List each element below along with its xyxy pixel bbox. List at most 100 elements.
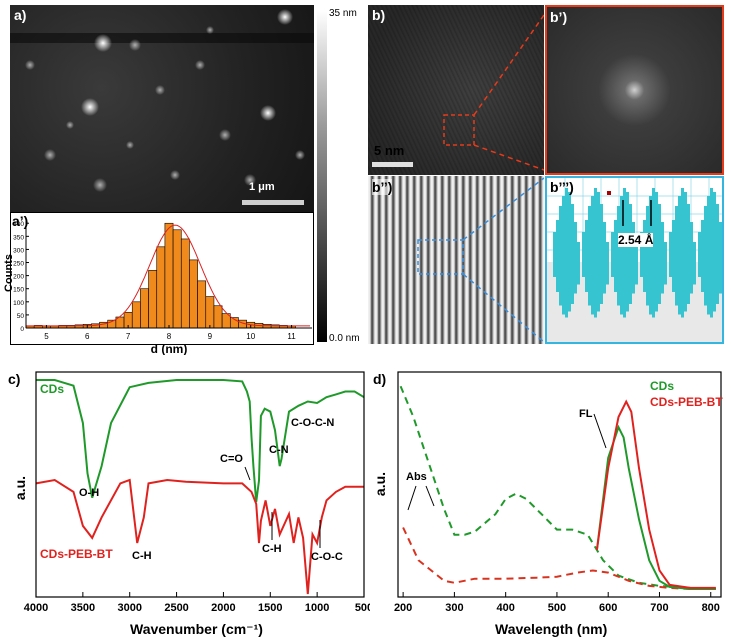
ftir-ann-oh: O-H [79, 487, 100, 499]
profile-bar-down [620, 262, 623, 315]
profile-bar-down [664, 262, 667, 285]
ftir-chart: 4000 3500 3000 2500 2000 1500 1000 500 [24, 371, 370, 614]
tem-image: b) 5 nm [368, 5, 544, 175]
ftir-ann-co: C=O [220, 453, 243, 465]
profile-bar-up [614, 220, 617, 262]
profile-bar-up [565, 188, 568, 262]
histogram-y-tick-label: 100 [13, 300, 24, 307]
profile-bar-up [664, 242, 667, 262]
profile-bar-down [559, 262, 562, 306]
profile-bar-down [719, 262, 722, 294]
profile-bar-down [704, 262, 707, 306]
profile-bar-down [652, 262, 655, 318]
profile-bar-up [588, 206, 591, 262]
profile-bar-down [690, 262, 693, 294]
profile-bar-down [713, 262, 716, 312]
profile-bar-down [655, 262, 658, 312]
histogram-bar [205, 296, 215, 329]
panel-a-label: a) [14, 7, 27, 23]
profile-bar-down [629, 262, 632, 304]
ftir-x-tick-label: 2000 [211, 602, 235, 614]
panel-b-prime-label: b’) [550, 9, 568, 25]
profile-bar-down [658, 262, 661, 304]
spectra-frame [397, 371, 722, 598]
profile-bar-up [568, 192, 571, 262]
ftir-x-tick-label: 3500 [71, 602, 95, 614]
histogram-y-tick-label: 400 [13, 221, 24, 228]
afm-texture [10, 9, 314, 205]
tem-overlay [372, 14, 544, 171]
profile-bar-down [661, 262, 664, 294]
profile-bar-up [553, 232, 556, 262]
panel-b-label: b) [372, 7, 386, 23]
profile-bar-up [606, 242, 609, 262]
profile-bar-down [577, 262, 580, 285]
histogram-bar [164, 222, 174, 329]
profile-bar-up [658, 204, 661, 262]
profile-bar-up [623, 188, 626, 262]
profile-bar-down [710, 262, 713, 318]
ftir-x-tick-label: 1000 [305, 602, 329, 614]
spectra-x-tick-label: 500 [548, 602, 566, 614]
profile-marker-dot [607, 191, 611, 195]
histogram-bar [148, 270, 158, 329]
profile-bar-down [672, 262, 675, 292]
histogram-ylabel: Counts [3, 254, 15, 292]
ftir-line-cds [36, 379, 365, 503]
histogram-x-tick-label: 7 [126, 332, 131, 341]
spectra-x-tick-label: 400 [496, 602, 514, 614]
profile-bar-down [693, 262, 696, 285]
profile-bar-down [585, 262, 588, 292]
profile-bar-up [687, 204, 690, 262]
ftir-x-tick-label: 1500 [258, 602, 282, 614]
profile-bar-down [553, 262, 556, 277]
profile-bar-up [571, 204, 574, 262]
histogram-bar [172, 229, 182, 329]
ftir-x-tick-label: 2500 [164, 602, 188, 614]
profile-bar-down [562, 262, 565, 315]
ftir-ylabel: a.u. [12, 475, 28, 501]
profile-bar-down [681, 262, 684, 318]
profile-bar-down [574, 262, 577, 294]
profile-bar-down [635, 262, 638, 285]
colorbar-max-label: 35 nm [329, 8, 357, 19]
spectra-xlabel: Wavelength (nm) [495, 621, 608, 637]
profile-bar-up [640, 232, 643, 262]
abs-line-peb [402, 527, 716, 590]
ftir-ann-ch2: C-H [262, 543, 282, 555]
profile-bar-down [571, 262, 574, 304]
panel-d-label: d) [373, 371, 387, 387]
ftir-arrow-co [244, 466, 251, 481]
profile-image: b’’’) 2.54 Å [545, 176, 724, 344]
spectra-x-tick-label: 800 [702, 602, 720, 614]
profile-bar-down [568, 262, 571, 312]
profile-bar-up [626, 192, 629, 262]
profile-bar-up [655, 192, 658, 262]
profile-bar-down [597, 262, 600, 312]
spectra-ylabel: a.u. [372, 471, 388, 497]
ftir-ann-ch1: C-H [132, 550, 152, 562]
histogram-x-tick-label: 10 [246, 332, 255, 341]
profile-bar-up [585, 220, 588, 262]
profile-bar-down [701, 262, 704, 292]
profile-bar-down [632, 262, 635, 294]
profile-bar-up [698, 232, 701, 262]
ftir-x-tick-label: 4000 [24, 602, 48, 614]
profile-bar-up [704, 206, 707, 262]
profile-bar-up [707, 196, 710, 262]
histogram-y-tick-label: 300 [13, 247, 24, 254]
profile-bar-up [661, 222, 664, 262]
profile-bar-down [675, 262, 678, 306]
profile-chart [547, 178, 722, 342]
profile-bar-down [698, 262, 701, 277]
ftir-xlabel: Wavenumber (cm⁻¹) [130, 621, 263, 637]
ftir-x-tick-label: 500 [355, 602, 370, 614]
histogram-bar [189, 259, 198, 329]
profile-bar-up [594, 188, 597, 262]
profile-bar-down [707, 262, 710, 315]
fft-image: b’) [545, 5, 724, 175]
ftir-ann-cocn: C-O-C-N [291, 417, 335, 429]
lattice-spacing-label: 2.54 Å [618, 233, 654, 247]
profile-bar-down [687, 262, 690, 304]
profile-bar-up [603, 222, 606, 262]
